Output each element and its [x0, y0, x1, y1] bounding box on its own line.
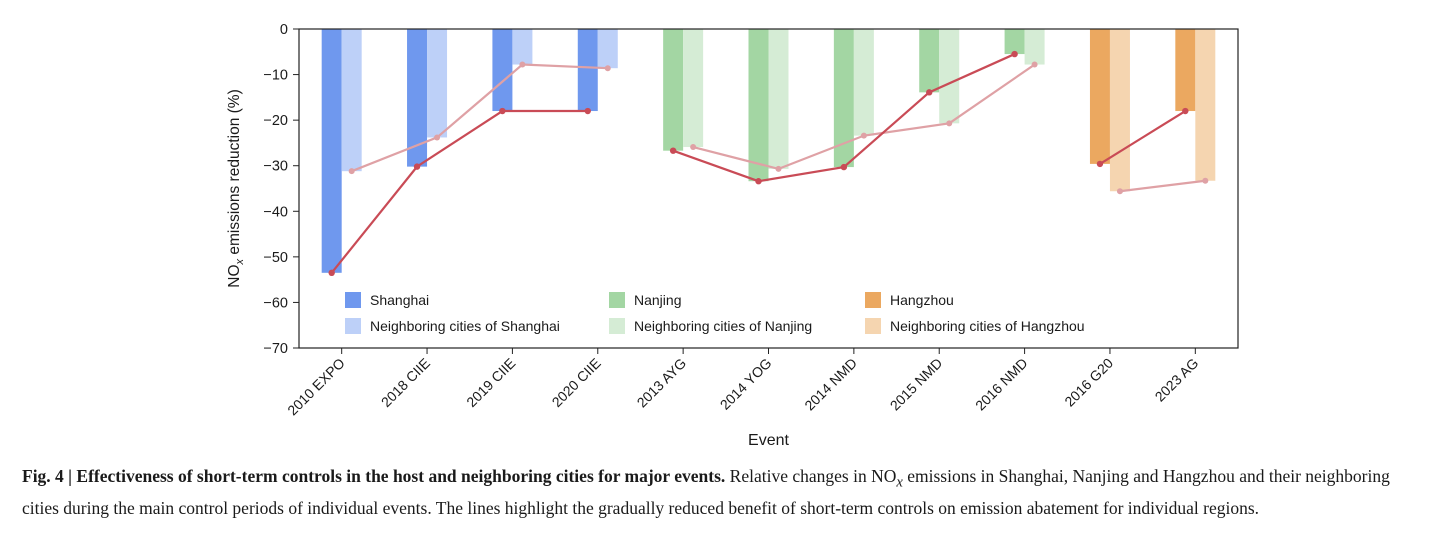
- x-tick-label-4: 2013 AYG: [634, 355, 690, 411]
- legend-label-2: Hangzhou: [890, 292, 954, 308]
- x-tick-label-7: 2015 NMD: [887, 355, 946, 414]
- legend-swatch-5: [865, 318, 881, 334]
- host-point-1: [413, 163, 421, 170]
- figure-caption: Fig. 4 | Effectiveness of short-term con…: [22, 464, 1422, 521]
- neighbor-point-3: [604, 65, 611, 72]
- neighbor-point-9: [1116, 188, 1123, 195]
- y-tick-label-4: −40: [263, 204, 288, 220]
- x-tick-label-3: 2020 CIIE: [549, 355, 604, 410]
- legend-label-3: Neighboring cities of Shanghai: [370, 318, 560, 334]
- caption-sub: x: [896, 474, 903, 491]
- neighbor-bar-2: [512, 29, 533, 65]
- x-tick-label-6: 2014 NMD: [801, 355, 860, 414]
- neighbor-point-0: [348, 168, 355, 175]
- neighbor-bar-5: [768, 29, 789, 169]
- legend: Shanghai Nanjing Hangzhou Neighboring citie…: [345, 292, 1085, 334]
- neighbor-bar-4: [683, 29, 704, 148]
- neighbor-line-2: [1119, 179, 1206, 193]
- neighbor-line-0: [351, 63, 608, 173]
- host-point-7: [926, 89, 933, 96]
- host-bar-10: [1175, 29, 1196, 112]
- y-tick-label-7: −70: [263, 341, 288, 357]
- host-bar-2: [492, 29, 513, 112]
- host-bar-0: [321, 29, 342, 273]
- y-tick-label-2: −20: [263, 113, 288, 129]
- neighbor-bar-3: [597, 29, 618, 69]
- legend-label-5: Neighboring cities of Hangzhou: [890, 318, 1085, 334]
- neighbor-point-10: [1202, 177, 1209, 184]
- y-tick-label-0: 0: [280, 22, 288, 38]
- host-point-0: [328, 269, 335, 277]
- y-axis-label-main: NO: [226, 264, 243, 287]
- host-point-10: [1182, 107, 1189, 115]
- y-tick-label-3: −30: [263, 159, 288, 175]
- legend-swatch-0: [345, 292, 361, 308]
- legend-label-4: Neighboring cities of Nanjing: [634, 318, 812, 334]
- host-point-5: [755, 178, 762, 185]
- host-point-4: [669, 147, 677, 154]
- neighbor-bar-6: [853, 29, 874, 136]
- neighbor-bar-7: [939, 29, 960, 124]
- host-bar-5: [748, 29, 769, 182]
- x-tick-label-2: 2019 CIIE: [463, 355, 518, 410]
- host-bar-1: [407, 29, 428, 167]
- x-tick-label-8: 2016 NMD: [972, 355, 1031, 414]
- host-bar-7: [919, 29, 940, 93]
- legend-swatch-2: [865, 292, 881, 308]
- neighbor-point-6: [860, 132, 867, 139]
- nox-reduction-chart: 2010 EXPO 2018 CIIE 2019 CIIE 2020 CIIE 2013…: [226, 22, 1239, 449]
- neighbor-point-1: [434, 134, 441, 141]
- bars-layer: [321, 29, 1216, 273]
- host-point-3: [584, 107, 591, 115]
- legend-swatch-3: [345, 318, 361, 334]
- neighbor-bar-0: [341, 29, 362, 172]
- y-tick-label-1: −10: [263, 68, 288, 84]
- x-tick-label-10: 2023 AG: [1152, 355, 1202, 405]
- y-axis-label: NOx emissions reduction (%): [226, 89, 246, 287]
- host-line-0: [330, 109, 588, 274]
- x-tick-label-1: 2018 CIIE: [378, 355, 433, 410]
- host-bar-8: [1004, 29, 1025, 55]
- x-axis-label: Event: [748, 432, 789, 449]
- host-point-2: [499, 107, 506, 115]
- neighbor-point-8: [1031, 61, 1038, 68]
- caption-text-b: emissions in Shanghai, Nanjing and Hangz…: [22, 466, 1390, 518]
- neighbor-bar-1: [427, 29, 448, 138]
- x-tick-label-0: 2010 EXPO: [284, 355, 348, 419]
- host-bar-9: [1089, 29, 1110, 164]
- host-bar-3: [577, 29, 598, 112]
- host-bar-6: [833, 29, 854, 168]
- legend-label-1: Nanjing: [634, 292, 681, 308]
- neighbor-point-2: [519, 61, 526, 68]
- neighbor-point-4: [690, 144, 697, 151]
- neighbor-bar-10: [1195, 29, 1216, 181]
- neighbor-point-7: [946, 120, 953, 127]
- legend-label-0: Shanghai: [370, 292, 429, 308]
- ticks-layer: 2010 EXPO 2018 CIIE 2019 CIIE 2020 CIIE 2013…: [263, 22, 1201, 418]
- host-line-2: [1099, 110, 1186, 165]
- neighbor-bar-9: [1109, 29, 1130, 192]
- x-tick-label-9: 2016 G20: [1061, 355, 1116, 410]
- neighbor-point-5: [775, 165, 782, 172]
- y-tick-label-5: −50: [263, 250, 288, 266]
- y-tick-label-6: −60: [263, 295, 288, 311]
- legend-swatch-4: [609, 318, 625, 334]
- host-bar-4: [663, 29, 684, 151]
- neighbor-bar-8: [1024, 29, 1045, 65]
- y-axis-label-rest: emissions reduction (%): [226, 89, 243, 259]
- y-axis-label-sub: x: [234, 258, 246, 265]
- x-tick-label-5: 2014 YOG: [717, 355, 775, 413]
- host-point-6: [840, 163, 848, 171]
- legend-swatch-1: [609, 292, 625, 308]
- caption-title: Fig. 4 | Effectiveness of short-term con…: [22, 466, 726, 486]
- host-point-9: [1096, 160, 1104, 168]
- caption-text-a: Relative changes in NO: [725, 466, 897, 486]
- lines-layer: [328, 50, 1209, 277]
- host-point-8: [1011, 50, 1018, 58]
